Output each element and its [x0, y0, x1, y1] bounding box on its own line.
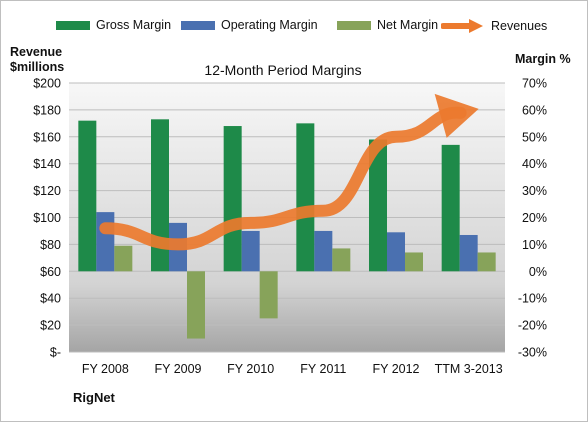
left-tick-label: $140: [33, 157, 61, 171]
net-margin-bar: [477, 252, 496, 272]
gross-margin-bar: [296, 123, 315, 272]
net-margin-bar: [187, 271, 205, 339]
operating-margin-bar: [241, 230, 260, 272]
category-labels: FY 2008 FY 2009 FY 2010 FY 2011 FY 2012 TTM 3…: [82, 362, 503, 376]
left-axis-title-line-1: Revenue: [10, 45, 63, 59]
right-tick-label: 70%: [522, 77, 547, 91]
operating-margin-bar: [96, 212, 115, 272]
net-margin-bar: [405, 252, 423, 272]
legend-label-net-margin: Net Margin: [377, 18, 439, 32]
left-tick-label: $160: [33, 130, 61, 144]
legend-arrow-icon: [441, 19, 483, 33]
net-margin-bar: [332, 248, 351, 272]
gross-margin-bar: [78, 120, 97, 272]
left-tick-label: $-: [50, 346, 61, 360]
chart-title: 12-Month Period Margins: [204, 62, 361, 78]
right-tick-label: -20%: [518, 319, 547, 333]
net-margin-bar: [114, 245, 133, 272]
right-tick-label: 0%: [529, 265, 547, 279]
legend-item-gross-margin: Gross Margin: [56, 18, 171, 32]
gross-margin-bar: [151, 119, 169, 272]
category-label: TTM 3-2013: [435, 362, 503, 376]
gross-margin-bar: [223, 126, 242, 272]
category-label: FY 2009: [154, 362, 201, 376]
right-tick-label: -30%: [518, 346, 547, 360]
right-tick-label: 60%: [522, 103, 547, 117]
left-tick-label: $200: [33, 77, 61, 91]
operating-margin-bar: [459, 234, 478, 272]
legend-label-operating-margin: Operating Margin: [221, 18, 318, 32]
revenue-arrowhead: [434, 93, 479, 138]
legend-label-revenues: Revenues: [491, 19, 548, 33]
left-axis-title: Revenue $millions: [10, 45, 64, 75]
left-tick-label: $80: [40, 238, 61, 252]
revenue-line: [99, 106, 467, 251]
right-axis-ticks: -30% -20% -10% 0% 10% 20% 30% 40% 50% 60% 70%: [518, 77, 547, 360]
gross-margin-bar: [441, 144, 460, 272]
right-tick-label: 40%: [522, 157, 547, 171]
net-margin-bar: [259, 271, 278, 319]
right-tick-label: 50%: [522, 130, 547, 144]
category-label: FY 2008: [82, 362, 129, 376]
right-tick-label: 30%: [522, 184, 547, 198]
right-tick-label: -10%: [518, 292, 547, 306]
company-label: RigNet: [73, 390, 115, 405]
revenue-series: [99, 93, 479, 251]
operating-margin-bar: [314, 230, 333, 272]
legend-item-revenues: Revenues: [441, 18, 547, 34]
left-tick-label: $100: [33, 211, 61, 225]
left-tick-label: $120: [33, 184, 61, 198]
gross-margin-bar: [369, 139, 387, 272]
legend-swatch-gross-margin: [56, 20, 90, 30]
left-tick-label: $60: [40, 265, 61, 279]
left-tick-label: $40: [40, 292, 61, 306]
right-tick-label: 20%: [522, 211, 547, 225]
legend-item-operating-margin: Operating Margin: [181, 18, 318, 32]
category-label: FY 2010: [227, 362, 274, 376]
operating-margin-bar: [387, 232, 405, 272]
left-tick-label: $180: [33, 103, 61, 117]
left-axis-ticks: $- $20 $40 $60 $80 $100 $120 $140 $160 $180 $200: [33, 77, 61, 360]
legend: Gross Margin Operating Margin Net Margin…: [1, 1, 587, 41]
right-axis-title: Margin %: [515, 52, 571, 66]
category-label: FY 2011: [300, 362, 346, 376]
legend-label-gross-margin: Gross Margin: [96, 18, 172, 32]
left-axis-title-line-2: $millions: [10, 60, 65, 74]
legend-swatch-net-margin: [337, 20, 371, 30]
legend-swatch-operating-margin: [181, 20, 215, 30]
category-label: FY 2012: [372, 362, 419, 376]
legend-item-net-margin: Net Margin: [337, 18, 438, 32]
right-tick-label: 10%: [522, 238, 547, 252]
left-tick-label: $20: [40, 319, 61, 333]
bar-series: [78, 119, 496, 339]
